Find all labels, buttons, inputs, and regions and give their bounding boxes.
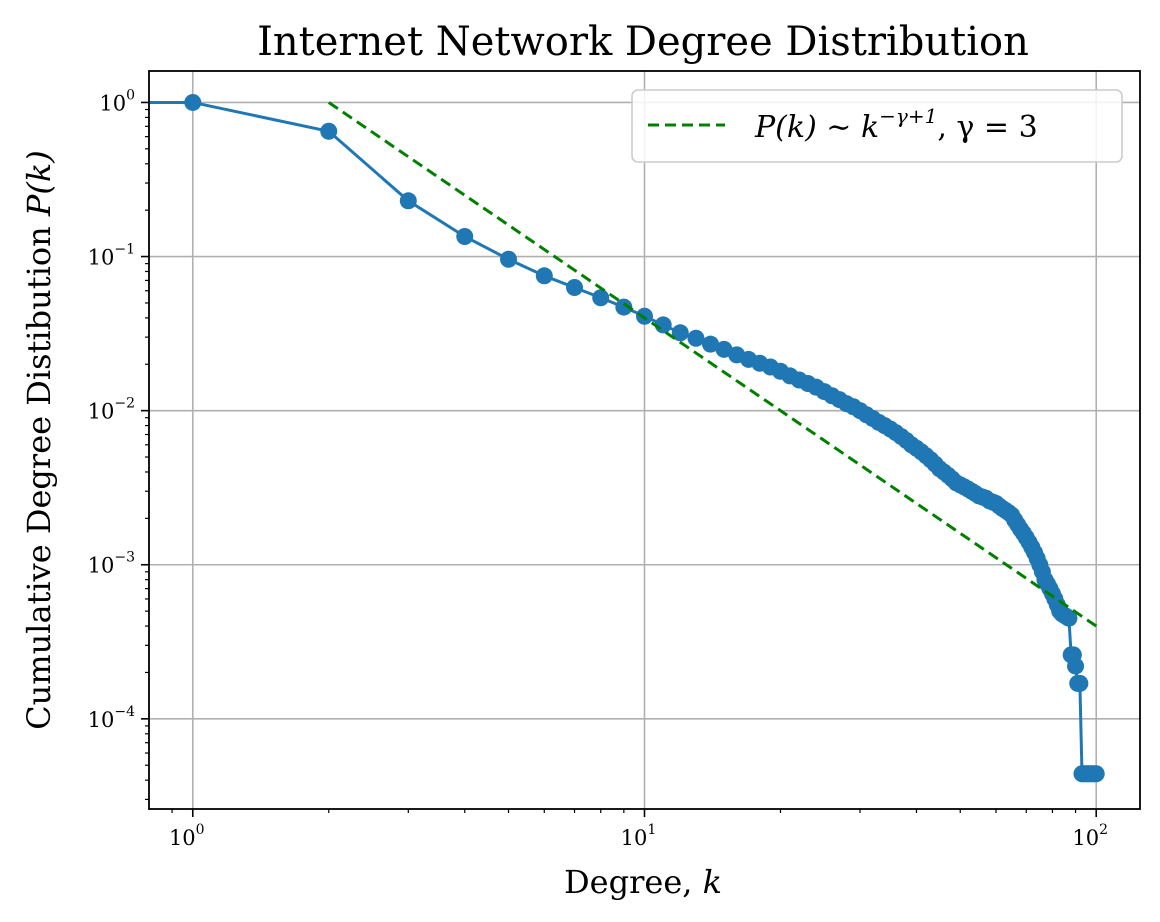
data-point	[1087, 765, 1105, 783]
x-axis-label-var: k	[703, 863, 722, 901]
x-tick-exp: 1	[647, 822, 656, 838]
y-tick-label: 10−4	[88, 704, 135, 732]
y-tick-base: 10	[88, 246, 115, 270]
y-tick-label: 10−1	[88, 242, 135, 270]
data-point	[687, 329, 705, 347]
x-tick-label: 102	[1072, 822, 1108, 850]
x-axis-label: Degree, k	[564, 863, 722, 901]
data-point	[566, 278, 584, 296]
data-point	[500, 250, 518, 268]
y-tick-base: 10	[99, 91, 126, 115]
grid-lines	[149, 71, 1140, 809]
legend-lhs: P(k) ∼ k	[754, 110, 879, 145]
y-tick-exp: −4	[114, 704, 135, 720]
data-point	[1071, 674, 1089, 692]
data-point	[535, 267, 553, 285]
y-axis-label-text: Cumulative Degree Distibution	[20, 216, 58, 730]
data-point	[671, 324, 689, 342]
legend-box	[631, 89, 1123, 163]
y-tick-label: 10−3	[88, 550, 135, 578]
data-point	[702, 335, 720, 353]
x-tick-base: 10	[621, 826, 648, 850]
y-tick-base: 10	[88, 554, 115, 578]
data-point	[615, 298, 633, 316]
y-tick-label: 10−2	[88, 396, 135, 424]
legend-rhs: , γ = 3	[937, 110, 1037, 145]
y-tick-exp: −3	[114, 550, 135, 566]
x-tick-exp: 2	[1099, 822, 1108, 838]
y-tick-base: 10	[88, 400, 115, 424]
data-point	[399, 192, 417, 210]
data-point	[456, 227, 474, 245]
x-tick-base: 10	[1072, 826, 1099, 850]
fit-series-line	[327, 101, 1098, 628]
y-tick-exp: 0	[126, 87, 135, 103]
y-tick-exp: −1	[114, 242, 135, 258]
x-tick-label: 101	[621, 822, 657, 850]
y-axis-label: Cumulative Degree Distibution P(k)	[20, 150, 58, 730]
data-point	[1060, 609, 1078, 627]
x-tick-label: 100	[169, 822, 205, 850]
y-tick-base: 10	[88, 708, 115, 732]
legend: P(k) ∼ k−γ+1, γ = 3	[631, 89, 1123, 163]
chart-title: Internet Network Degree Distribution	[257, 19, 1029, 65]
data-point	[592, 289, 610, 307]
data-point	[320, 122, 338, 140]
data-point	[1067, 657, 1085, 675]
y-axis-label-var: P(k)	[20, 150, 58, 217]
data-point	[715, 340, 733, 358]
y-tick-label: 100	[99, 87, 135, 115]
data-point	[184, 93, 202, 111]
legend-entry-fit: P(k) ∼ k−γ+1, γ = 3	[754, 104, 1038, 145]
x-tick-exp: 0	[196, 822, 205, 838]
legend-exp: −γ+1	[879, 104, 937, 128]
y-tick-exp: −2	[114, 396, 135, 412]
x-tick-base: 10	[169, 826, 196, 850]
x-axis-label-text: Degree,	[564, 863, 703, 901]
plot-area	[149, 93, 1105, 783]
